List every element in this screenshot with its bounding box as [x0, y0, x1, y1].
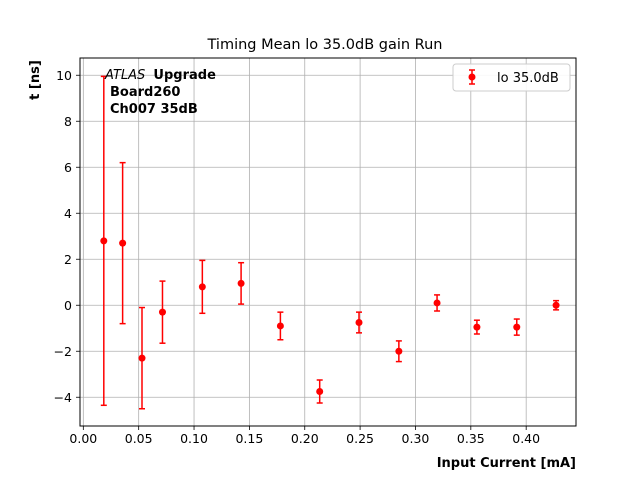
- y-tick-label: −2: [54, 344, 72, 359]
- data-marker: [552, 301, 560, 309]
- x-tick-label: 0.30: [402, 431, 430, 446]
- y-tick-label: 8: [64, 114, 72, 129]
- x-tick-label: 0.20: [291, 431, 319, 446]
- data-marker: [473, 323, 481, 331]
- data-series: [100, 75, 560, 410]
- y-tick-label: 2: [64, 252, 72, 267]
- y-tick-label: −4: [54, 390, 72, 405]
- data-point: [119, 161, 127, 325]
- data-point: [355, 311, 363, 334]
- data-marker: [119, 239, 127, 247]
- x-tick-label: 0.10: [180, 431, 208, 446]
- svg-text:ATLAS Upgrade: ATLAS Upgrade: [104, 68, 216, 83]
- x-tick-label: 0.15: [235, 431, 263, 446]
- data-point: [433, 294, 441, 312]
- data-point: [276, 311, 284, 341]
- annotation-upgrade: Upgrade: [153, 68, 216, 83]
- legend-label: lo 35.0dB: [497, 71, 559, 86]
- legend-marker: [468, 73, 476, 81]
- plot-area: [79, 57, 577, 427]
- y-tick-label: 0: [64, 298, 72, 313]
- data-point: [513, 318, 521, 336]
- data-point: [395, 340, 403, 363]
- data-marker: [433, 299, 441, 307]
- x-tick-label: 0.35: [457, 431, 485, 446]
- data-marker: [513, 323, 521, 331]
- data-point: [100, 75, 108, 407]
- data-point: [473, 319, 481, 335]
- data-marker: [158, 308, 166, 316]
- y-tick-label: 4: [64, 206, 72, 221]
- data-marker: [138, 354, 146, 362]
- data-marker: [198, 283, 206, 291]
- annotation-board: Board260: [110, 85, 180, 100]
- x-tick-label: 0.00: [69, 431, 97, 446]
- data-point: [198, 259, 206, 315]
- data-marker: [355, 319, 363, 326]
- x-tick-label: 0.40: [512, 431, 540, 446]
- y-axis-label: t [ns]: [28, 60, 43, 100]
- y-tick-label: 10: [56, 68, 72, 83]
- data-marker: [237, 279, 245, 287]
- legend: lo 35.0dB: [452, 63, 571, 92]
- data-point: [138, 306, 146, 410]
- data-marker: [395, 347, 403, 355]
- chart-title: Timing Mean lo 35.0dB gain Run: [207, 37, 443, 53]
- data-point: [552, 299, 560, 311]
- data-point: [316, 379, 324, 404]
- legend-box: [452, 63, 571, 92]
- annotation: ATLAS Upgrade Board260 Ch007 35dB: [104, 68, 216, 117]
- x-tick-label: 0.05: [125, 431, 153, 446]
- y-tick-label: 6: [64, 160, 72, 175]
- grid: [80, 58, 576, 426]
- axis-ticks: 0.00 0.05 0.10 0.15 0.20 0.25 0.30 0.35 0.40 −4 −2…: [54, 68, 541, 446]
- data-marker: [100, 237, 108, 245]
- data-marker: [276, 322, 284, 330]
- data-point: [158, 280, 166, 344]
- annotation-channel: Ch007 35dB: [110, 102, 198, 117]
- data-point: [237, 261, 245, 305]
- data-marker: [316, 388, 324, 395]
- x-axis-label: Input Current [mA]: [437, 456, 576, 471]
- annotation-atlas: ATLAS: [104, 68, 145, 83]
- x-tick-label: 0.25: [346, 431, 374, 446]
